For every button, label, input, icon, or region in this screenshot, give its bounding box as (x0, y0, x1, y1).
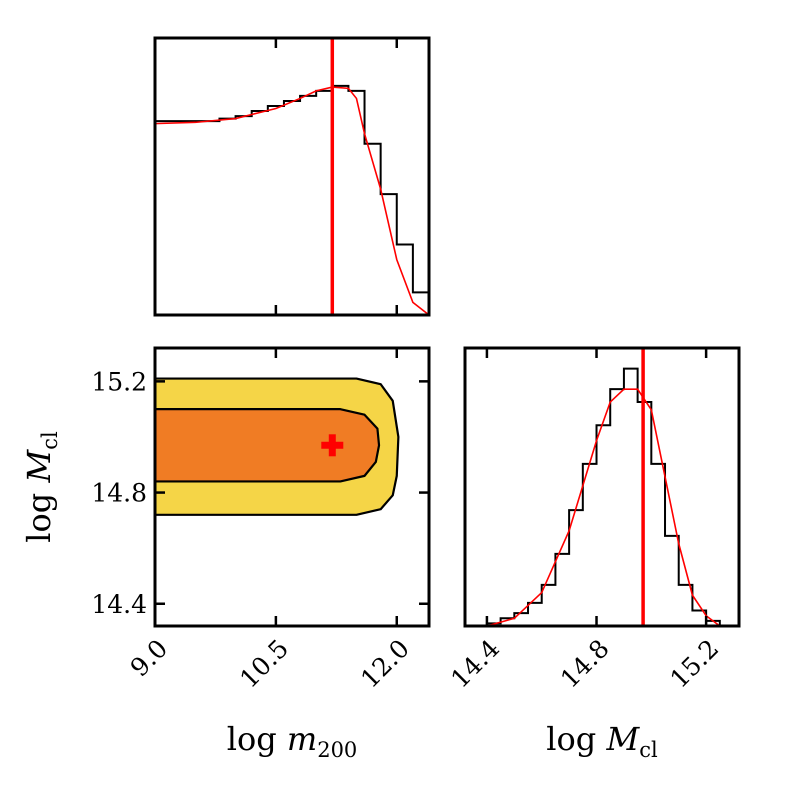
joint-x-tick-label: 9.0 (125, 634, 174, 683)
joint-contour-panel: 9.0 10.5 12.0 14.4 14.8 15.2 (91, 346, 431, 694)
marginal-log-m200-frame (153, 36, 431, 317)
joint-y-tick-label: 14.4 (91, 590, 147, 619)
marginal-log-Mcl-plot (485, 348, 721, 627)
kde-curve-log-Mcl (486, 388, 721, 627)
joint-contour-layer (155, 377, 400, 516)
right-x-tick-label: 14.8 (555, 634, 615, 694)
marginal-log-m200-plot (154, 38, 430, 316)
kde-curve-log-m200 (154, 86, 430, 316)
joint-y-tick-labels: 14.4 14.8 15.2 (91, 367, 147, 618)
histogram-steps-log-Mcl (485, 367, 721, 626)
contour-inner (155, 408, 381, 483)
x-axis-label-log-Mcl: log Mcl (546, 720, 658, 762)
joint-y-tick-label: 14.8 (91, 479, 147, 508)
marginal-log-m200-ticks (153, 38, 399, 315)
right-x-tick-label: 14.4 (445, 634, 505, 694)
joint-x-tick-labels: 9.0 10.5 12.0 (125, 634, 415, 694)
marginal-log-Mcl-frame (463, 346, 741, 628)
joint-contour-frame (153, 346, 431, 628)
joint-y-tick-label: 15.2 (91, 367, 147, 396)
x-axis-label-log-m200: log m200 (227, 720, 358, 762)
marginal-log-Mcl-x-tick-labels: 14.4 14.8 15.2 (445, 634, 724, 694)
joint-contour-plot (155, 377, 400, 516)
y-axis-label-log-Mcl: log Mcl (20, 431, 62, 543)
marginal-log-m200-panel (153, 36, 431, 317)
joint-x-tick-label: 12.0 (355, 634, 415, 694)
marginal-log-Mcl-panel: 14.4 14.8 15.2 (445, 346, 741, 694)
joint-x-tick-label: 10.5 (234, 634, 294, 694)
histogram-steps-log-m200 (154, 84, 430, 315)
marginal-log-Mcl-ticks (485, 348, 708, 626)
right-x-tick-label: 15.2 (664, 634, 724, 694)
